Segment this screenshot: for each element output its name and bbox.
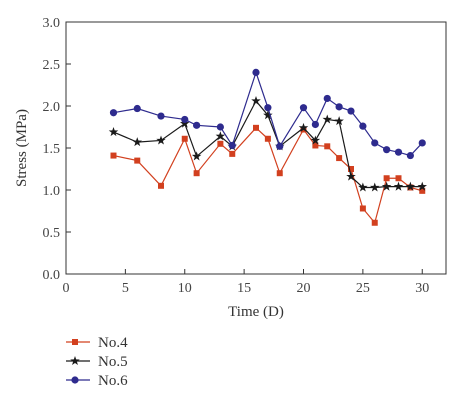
axis-ticks: 0 5 10 15 20 25 30 0.0 0.5 1.0 1.5 2.0 2.5 3.0 (43, 16, 430, 296)
data-point (110, 152, 117, 159)
data-point (406, 151, 414, 160)
x-axis-label: Time (D) (228, 304, 284, 320)
data-point (359, 205, 366, 212)
data-point (346, 171, 356, 181)
data-point (334, 116, 344, 126)
legend-label-no5: No.5 (98, 354, 128, 370)
y-axis-label: Stress (MPa) (14, 109, 30, 187)
data-point (134, 157, 141, 164)
x-tick-label: 5 (122, 281, 129, 296)
data-point (229, 150, 236, 157)
data-point (193, 170, 200, 177)
data-point (311, 120, 319, 129)
data-point (132, 137, 143, 147)
x-tick-label: 10 (178, 281, 192, 296)
data-point (158, 182, 164, 189)
y-tick-label: 3.0 (43, 16, 61, 31)
data-point (251, 95, 261, 106)
data-point (335, 103, 343, 111)
data-point (109, 109, 118, 117)
legend-item-no5: No.5 (66, 354, 128, 370)
data-point (193, 121, 201, 129)
data-point (419, 187, 426, 194)
data-point (264, 104, 272, 112)
series-no5 (108, 95, 428, 192)
data-point (299, 104, 308, 112)
x-tick-label: 20 (297, 281, 311, 296)
data-point (417, 181, 428, 191)
legend-item-no6: No.6 (66, 373, 128, 389)
data-point (253, 124, 259, 131)
data-point (395, 175, 402, 182)
y-tick-label: 2.5 (43, 58, 61, 73)
data-point (264, 135, 271, 142)
series-layer (108, 68, 428, 226)
x-tick-label: 0 (63, 281, 70, 296)
legend: No.4 No.5 No.6 (66, 335, 128, 389)
legend-marker-no6 (71, 376, 79, 384)
data-point (263, 110, 273, 120)
data-point (157, 112, 165, 120)
data-point (324, 143, 331, 150)
legend-marker-no4 (72, 339, 78, 345)
y-tick-label: 0.0 (43, 268, 61, 283)
data-point (371, 139, 379, 147)
y-tick-label: 2.0 (43, 100, 61, 115)
y-tick-label: 1.0 (43, 184, 61, 199)
data-point (215, 131, 226, 141)
data-point (358, 182, 368, 192)
legend-marker-no5 (70, 356, 80, 366)
data-point (298, 122, 309, 132)
legend-marker-shape (72, 339, 78, 345)
legend-label-no6: No.6 (98, 373, 128, 389)
data-point (217, 140, 224, 147)
data-point (276, 142, 284, 150)
data-point (323, 94, 331, 103)
data-point (228, 141, 236, 150)
data-point (108, 127, 119, 137)
data-point (381, 181, 392, 191)
legend-marker-shape (71, 376, 79, 384)
data-point (276, 170, 283, 177)
legend-item-no4: No.4 (66, 335, 128, 351)
data-point (179, 118, 190, 128)
data-point (336, 155, 343, 162)
data-point (359, 122, 367, 130)
data-point (348, 166, 354, 172)
data-point (216, 123, 224, 131)
data-point (312, 142, 319, 149)
legend-marker-shape (70, 356, 80, 366)
data-point (394, 148, 403, 156)
data-point (383, 146, 391, 154)
data-point (181, 135, 188, 142)
data-point (418, 139, 426, 147)
data-point (383, 175, 390, 182)
x-tick-label: 15 (237, 281, 251, 296)
series-no6 (109, 68, 426, 160)
data-point (310, 135, 321, 145)
data-point (181, 115, 189, 124)
y-tick-label: 1.5 (43, 142, 61, 157)
data-point (133, 104, 141, 113)
data-point (191, 151, 202, 161)
data-point (252, 68, 260, 76)
data-point (393, 181, 404, 191)
data-point (371, 219, 378, 226)
data-point (156, 135, 166, 145)
data-point (369, 182, 380, 192)
data-point (347, 107, 355, 115)
x-tick-label: 25 (356, 281, 370, 296)
legend-label-no4: No.4 (98, 335, 128, 351)
data-point (405, 181, 416, 191)
x-tick-label: 30 (415, 281, 429, 296)
y-tick-label: 0.5 (43, 226, 61, 241)
data-point (322, 114, 333, 124)
